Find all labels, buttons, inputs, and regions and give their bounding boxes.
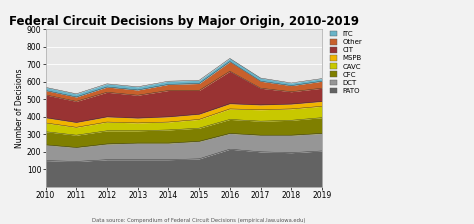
Text: Data source: Compendium of Federal Circuit Decisions (empirical.law.uiowa.edu): Data source: Compendium of Federal Circu… xyxy=(92,218,306,223)
Title: Federal Circuit Decisions by Major Origin, 2010-2019: Federal Circuit Decisions by Major Origi… xyxy=(9,15,359,28)
Y-axis label: Number of Decisions: Number of Decisions xyxy=(15,68,24,148)
Legend: ITC, Other, CIT, MSPB, CAVC, CFC, DCT, PATO: ITC, Other, CIT, MSPB, CAVC, CFC, DCT, P… xyxy=(328,30,363,95)
